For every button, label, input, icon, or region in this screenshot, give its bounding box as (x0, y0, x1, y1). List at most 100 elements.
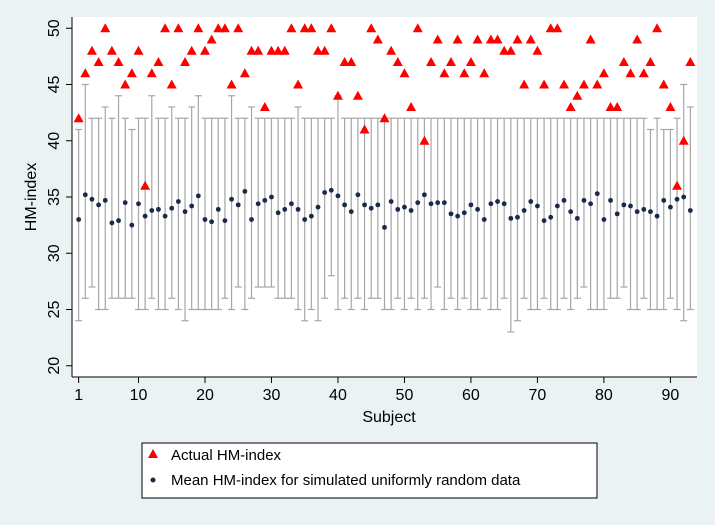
actual-point (219, 23, 230, 33)
actual-point (326, 23, 337, 33)
actual-point (226, 79, 237, 89)
mean-point (455, 213, 461, 219)
error-bar (500, 117, 508, 299)
actual-point (299, 23, 310, 33)
actual-point (452, 34, 463, 44)
actual-point (332, 90, 343, 100)
mean-point (521, 208, 527, 213)
actual-point (379, 113, 390, 123)
mean-point (242, 188, 248, 194)
actual-point (153, 57, 164, 66)
y-tick-label: 30 (46, 244, 63, 262)
mean-point (249, 217, 254, 222)
x-tick-label: 50 (396, 387, 414, 404)
mean-point (302, 217, 308, 222)
actual-point (113, 57, 124, 66)
error-bar (480, 117, 488, 299)
actual-point (273, 45, 284, 55)
mean-point (322, 190, 328, 195)
actual-point (233, 23, 244, 33)
error-bar (420, 117, 428, 299)
mean-point (581, 197, 587, 203)
mean-point (448, 211, 454, 217)
axes: 20 25 30 35 40 45 50 1 10 20 30 40 50 60 70 80 90 (46, 17, 697, 404)
actual-points (73, 23, 696, 190)
mean-point (468, 202, 474, 208)
error-bar (607, 117, 615, 299)
actual-point (106, 45, 117, 55)
mean-point (215, 206, 221, 212)
actual-point (612, 102, 623, 111)
actual-point (685, 57, 696, 66)
mean-point (628, 203, 633, 209)
actual-point (173, 23, 184, 33)
mean-point (162, 213, 168, 219)
x-tick-label: 80 (595, 387, 613, 404)
mean-point (588, 201, 594, 207)
actual-point (505, 45, 516, 55)
error-bar (201, 117, 209, 311)
actual-point (346, 57, 357, 66)
error-bar (194, 95, 202, 311)
actual-point (93, 57, 104, 66)
mean-point (169, 205, 175, 211)
actual-point (465, 57, 476, 66)
mean-point (149, 208, 155, 213)
error-bar (95, 117, 103, 311)
legend-label-actual: Actual HM-index (171, 447, 282, 464)
mean-point (295, 206, 301, 212)
mean-point (687, 208, 693, 213)
mean-point (428, 201, 434, 207)
error-bar (533, 117, 541, 311)
actual-point (126, 68, 137, 78)
mean-point (96, 202, 101, 208)
actual-point (572, 90, 583, 100)
error-bar (181, 117, 189, 322)
mean-point (229, 196, 234, 202)
mean-point (481, 217, 487, 222)
error-bar (593, 117, 601, 311)
actual-point (239, 68, 250, 78)
actual-point (485, 34, 496, 44)
mean-point (668, 204, 673, 210)
actual-point (133, 45, 144, 55)
mean-point (561, 197, 567, 203)
mean-point (82, 192, 88, 198)
mean-point (402, 204, 407, 210)
mean-point (116, 218, 121, 224)
error-bar (248, 106, 256, 299)
error-bar (321, 117, 329, 299)
mean-point (535, 203, 540, 209)
actual-point (146, 68, 157, 78)
mean-point (528, 199, 534, 204)
mean-point (76, 217, 82, 222)
mean-point (441, 200, 447, 206)
actual-point (512, 34, 523, 44)
error-bar (553, 117, 561, 311)
mean-point (421, 192, 427, 198)
error-bar (507, 117, 515, 333)
actual-point (652, 23, 663, 33)
y-tick-label: 20 (46, 357, 63, 375)
actual-point (545, 23, 556, 33)
mean-point (388, 199, 394, 204)
y-tick-label: 40 (46, 132, 63, 150)
actual-point (426, 57, 437, 66)
mean-point (195, 193, 201, 199)
actual-point (100, 23, 111, 33)
mean-point (501, 201, 507, 207)
legend-box (141, 442, 598, 499)
mean-point (382, 224, 387, 230)
mean-point (621, 202, 627, 208)
error-bar (148, 95, 156, 299)
actual-point (665, 102, 676, 111)
error-bar (600, 117, 608, 311)
mean-point (89, 196, 95, 202)
actual-point (399, 68, 410, 78)
mean-point (136, 201, 141, 207)
error-bar (121, 117, 129, 299)
error-bar (660, 128, 668, 311)
mean-point (508, 215, 514, 221)
error-bar (613, 117, 621, 299)
mean-point (674, 196, 680, 202)
